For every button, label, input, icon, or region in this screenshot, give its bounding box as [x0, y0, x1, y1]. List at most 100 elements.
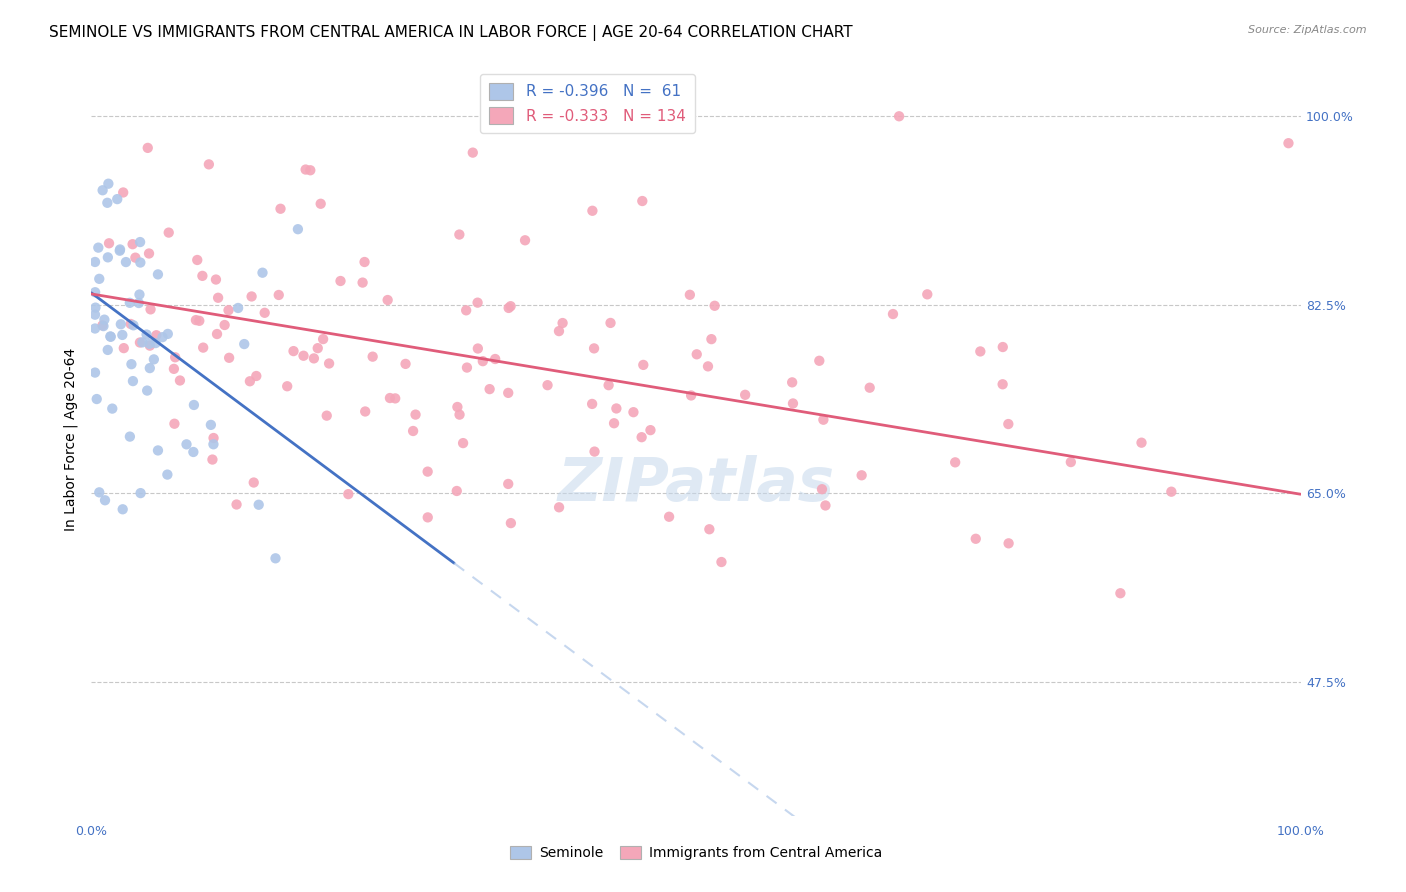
Point	[478, 382, 501, 396]
Point	[603, 416, 626, 430]
Point	[84, 321, 107, 335]
Point	[120, 317, 142, 331]
Point	[814, 499, 837, 513]
Point	[307, 341, 329, 355]
Point	[467, 295, 489, 310]
Point	[449, 227, 471, 242]
Point	[1130, 435, 1153, 450]
Point	[887, 109, 910, 123]
Point	[139, 338, 162, 352]
Point	[205, 326, 228, 341]
Point	[283, 344, 305, 359]
Point	[631, 194, 654, 208]
Point	[152, 330, 174, 344]
Point	[205, 272, 228, 286]
Point	[138, 336, 160, 351]
Point	[138, 246, 160, 260]
Point	[551, 316, 574, 330]
Point	[142, 352, 165, 367]
Point	[686, 347, 709, 361]
Point	[136, 141, 159, 155]
Point	[605, 401, 627, 416]
Point	[145, 336, 167, 351]
Point	[969, 344, 991, 359]
Point	[97, 343, 120, 357]
Point	[191, 268, 214, 283]
Point	[384, 392, 406, 406]
Point	[471, 354, 494, 368]
Point	[813, 413, 835, 427]
Point	[200, 417, 222, 432]
Point	[299, 163, 322, 178]
Point	[451, 436, 474, 450]
Point	[202, 431, 225, 445]
Point	[122, 374, 145, 388]
Point	[270, 202, 292, 216]
Point	[997, 417, 1019, 431]
Point	[734, 388, 756, 402]
Point	[97, 177, 120, 191]
Point	[630, 430, 652, 444]
Point	[991, 377, 1014, 392]
Point	[252, 266, 274, 280]
Point	[233, 337, 256, 351]
Point	[700, 332, 723, 346]
Point	[353, 255, 375, 269]
Point	[89, 485, 111, 500]
Point	[710, 555, 733, 569]
Point	[859, 381, 882, 395]
Point	[87, 241, 110, 255]
Point	[84, 301, 107, 315]
Point	[108, 244, 131, 258]
Point	[84, 366, 107, 380]
Point	[681, 388, 703, 402]
Point	[131, 335, 153, 350]
Point	[536, 378, 558, 392]
Point	[163, 417, 186, 431]
Point	[679, 287, 702, 301]
Point	[135, 327, 157, 342]
Point	[377, 293, 399, 307]
Point	[156, 467, 179, 482]
Text: Source: ZipAtlas.com: Source: ZipAtlas.com	[1249, 25, 1367, 35]
Point	[633, 358, 655, 372]
Point	[129, 486, 152, 500]
Point	[84, 255, 107, 269]
Point	[1109, 586, 1132, 600]
Y-axis label: In Labor Force | Age 20-64: In Labor Force | Age 20-64	[63, 348, 79, 531]
Point	[658, 509, 681, 524]
Point	[354, 404, 377, 418]
Point	[239, 374, 262, 388]
Point	[484, 351, 506, 366]
Point	[1060, 455, 1083, 469]
Point	[378, 391, 401, 405]
Point	[318, 357, 340, 371]
Point	[146, 443, 169, 458]
Point	[124, 251, 146, 265]
Point	[157, 226, 180, 240]
Point	[446, 483, 468, 498]
Point	[583, 444, 606, 458]
Point	[416, 465, 439, 479]
Text: ZIPatlas: ZIPatlas	[557, 455, 835, 514]
Point	[309, 196, 332, 211]
Point	[267, 288, 290, 302]
Point	[186, 252, 208, 267]
Point	[446, 400, 468, 414]
Point	[110, 317, 132, 331]
Point	[456, 303, 478, 318]
Point	[302, 351, 325, 366]
Point	[121, 237, 143, 252]
Point	[120, 357, 142, 371]
Point	[201, 452, 224, 467]
Point	[198, 157, 221, 171]
Point	[312, 332, 335, 346]
Point	[111, 327, 134, 342]
Point	[276, 379, 298, 393]
Point	[337, 487, 360, 501]
Point	[139, 302, 162, 317]
Point	[548, 324, 571, 338]
Point	[253, 306, 276, 320]
Legend: Seminole, Immigrants from Central America: Seminole, Immigrants from Central Americ…	[505, 840, 887, 866]
Point	[118, 429, 141, 443]
